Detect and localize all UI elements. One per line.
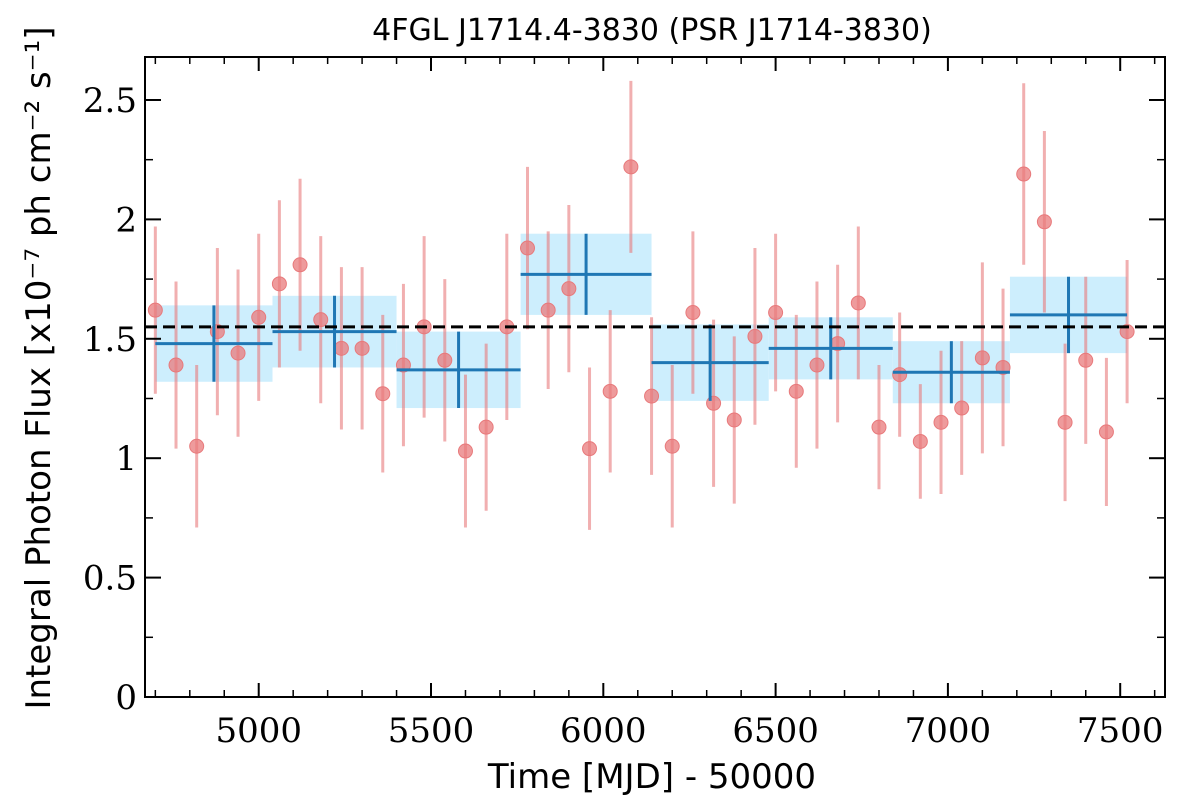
data-point — [726, 412, 742, 428]
data-point — [520, 240, 535, 256]
y-axis-label: Integral Photon Flux [x10⁻⁷ ph cm⁻² s⁻¹] — [19, 26, 59, 709]
data-point — [354, 340, 370, 356]
data-point — [850, 295, 866, 311]
data-point — [685, 305, 701, 321]
data-point — [168, 357, 184, 373]
data-point — [375, 386, 391, 402]
data-point — [292, 257, 308, 273]
y-tick-label: 2 — [115, 200, 137, 240]
data-point — [623, 159, 639, 175]
data-point — [582, 441, 598, 457]
data-point — [954, 400, 970, 416]
data-point — [768, 305, 784, 321]
data-point — [1016, 166, 1032, 182]
x-tick-label: 5500 — [388, 711, 475, 751]
data-point — [189, 438, 205, 454]
data-point — [788, 383, 804, 399]
x-tick-label: 7000 — [905, 711, 992, 751]
data-point — [1098, 424, 1114, 440]
data-point — [1036, 214, 1052, 230]
data-point — [333, 340, 349, 356]
y-tick-label: 0.5 — [83, 559, 137, 599]
data-point — [478, 419, 494, 435]
data-point — [912, 433, 928, 449]
data-point — [809, 357, 825, 373]
data-point — [892, 367, 908, 383]
data-point — [747, 328, 763, 344]
y-tick-label: 1.5 — [83, 320, 137, 360]
ticks-layer — [145, 57, 1165, 698]
data-point — [602, 383, 618, 399]
tick-labels-layer: 5000 5500 6000 6500 7000 7500 0 0.5 1 1.5 2 2.5 — [83, 81, 1164, 751]
y-tick-label: 1 — [115, 439, 137, 479]
data-point — [147, 302, 163, 318]
plot-frame — [144, 56, 1166, 698]
y-tick-label: 0 — [115, 678, 137, 718]
x-tick-label: 5000 — [215, 711, 302, 751]
data-point — [933, 414, 949, 430]
y-tick-label: 2.5 — [83, 81, 137, 121]
data-point — [664, 438, 680, 454]
data-point — [230, 345, 246, 361]
data-point — [1057, 414, 1073, 430]
data-point — [561, 281, 577, 297]
data-point — [1078, 352, 1094, 368]
x-axis-label: Time [MJD] - 50000 — [487, 757, 816, 797]
chart-title: 4FGL J1714.4-3830 (PSR J1714-3830) — [372, 13, 932, 48]
data-point — [644, 388, 660, 404]
data-point — [313, 312, 329, 328]
data-point — [271, 276, 287, 292]
x-tick-label: 7500 — [1077, 711, 1164, 751]
data-point — [974, 350, 990, 366]
data-point — [437, 352, 453, 368]
data-point — [251, 309, 267, 325]
x-tick-label: 6500 — [732, 711, 819, 751]
data-point — [871, 419, 887, 435]
data-point — [457, 443, 473, 459]
data-point — [540, 302, 556, 318]
x-tick-label: 6000 — [560, 711, 647, 751]
